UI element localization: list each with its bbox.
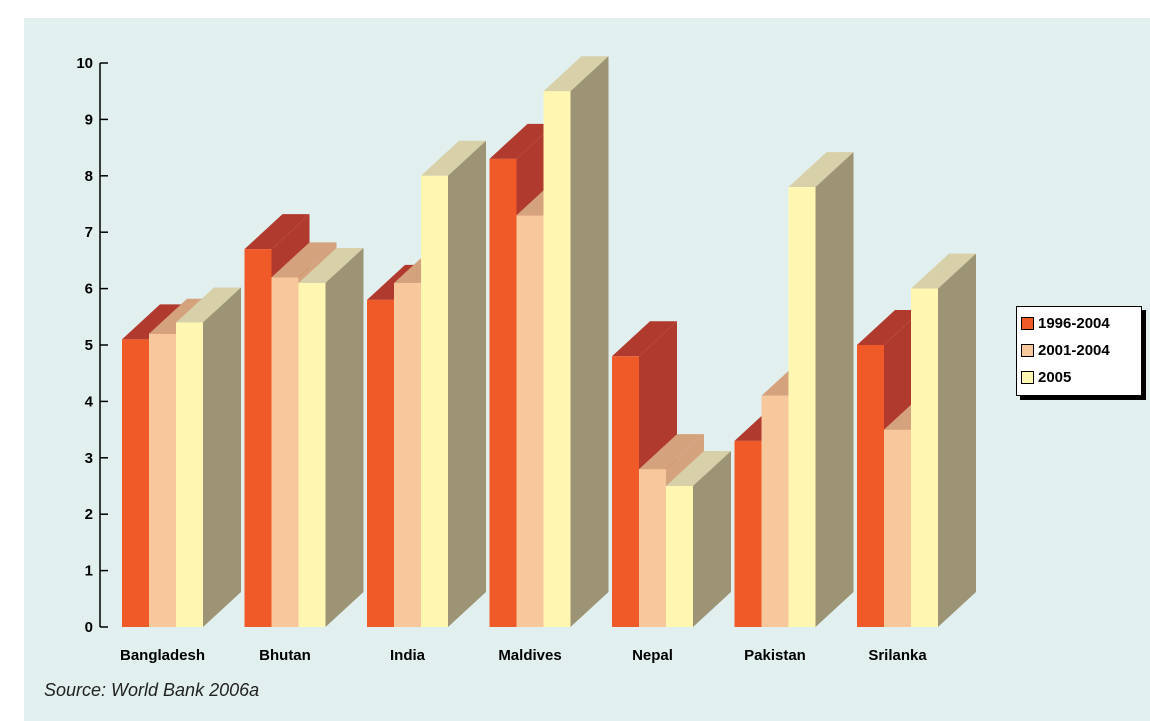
bar-side-2005 xyxy=(325,247,364,627)
legend-swatch xyxy=(1021,344,1034,357)
bar-2001-2004 xyxy=(761,395,789,627)
bar-top-2005 xyxy=(543,56,609,92)
bar-side-2005 xyxy=(693,451,731,627)
y-tick-label: 9 xyxy=(85,111,93,128)
bar-top-2005 xyxy=(176,287,241,323)
bar-side-2005 xyxy=(448,140,486,628)
bar-2005 xyxy=(176,322,203,627)
y-tick-label: 5 xyxy=(85,337,93,354)
bar-1996-2004 xyxy=(857,345,884,627)
bar-top-1996-2004 xyxy=(122,304,187,340)
bar-top-2001-2004 xyxy=(271,242,337,278)
x-tick-label: Bhutan xyxy=(259,647,311,664)
bar-1996-2004 xyxy=(612,356,639,627)
bar-side-2005 xyxy=(938,253,976,627)
bar-2001-2004 xyxy=(271,277,299,627)
bar-1996-2004 xyxy=(734,440,762,627)
x-tick-label: Bangladesh xyxy=(120,647,205,664)
source-note: Source: World Bank 2006a xyxy=(44,680,260,700)
bar-2005 xyxy=(666,486,693,627)
bar-side-2005 xyxy=(815,152,854,627)
bar-top-1996-2004 xyxy=(612,321,677,357)
bar-top-2005 xyxy=(911,253,976,289)
bar-top-2005 xyxy=(788,152,854,188)
y-tick-label: 7 xyxy=(85,224,93,241)
y-tick-label: 8 xyxy=(85,168,93,185)
legend-swatch xyxy=(1021,371,1034,384)
legend-item: 2005 xyxy=(1021,364,1141,391)
bar-2001-2004 xyxy=(516,215,544,627)
legend-label: 2001-2004 xyxy=(1038,342,1110,359)
bar-side-2005 xyxy=(570,56,609,627)
bar-2005 xyxy=(421,175,448,628)
bar-2001-2004 xyxy=(639,469,666,627)
bar-1996-2004 xyxy=(122,339,149,627)
bar-top-2005 xyxy=(298,247,364,283)
legend-label: 1996-2004 xyxy=(1038,315,1110,332)
legend: 1996-2004 2001-2004 2005 xyxy=(1016,306,1142,396)
legend-swatch xyxy=(1021,317,1034,330)
bar-2001-2004 xyxy=(394,282,421,627)
bar-top-1996-2004 xyxy=(857,310,922,345)
bar-top-2005 xyxy=(421,140,486,176)
bar-2001-2004 xyxy=(149,333,176,627)
bar-2001-2004 xyxy=(884,429,911,627)
y-tick-label: 6 xyxy=(85,281,93,298)
bar-top-1996-2004 xyxy=(244,214,310,250)
y-tick-label: 0 xyxy=(85,619,93,636)
x-tick-label: Maldives xyxy=(498,647,561,664)
legend-item: 2001-2004 xyxy=(1021,337,1141,364)
y-tick-label: 3 xyxy=(85,450,93,467)
y-tick-label: 10 xyxy=(76,55,93,72)
x-tick-label: Pakistan xyxy=(744,647,806,664)
bar-1996-2004 xyxy=(367,299,394,627)
bar-side-2005 xyxy=(203,287,241,627)
bar-2005 xyxy=(788,187,816,627)
legend-item: 1996-2004 xyxy=(1021,310,1141,337)
bar-top-1996-2004 xyxy=(489,123,555,159)
y-tick-label: 1 xyxy=(85,563,93,580)
bar-top-2005 xyxy=(666,451,731,486)
bar-1996-2004 xyxy=(489,158,517,627)
bar-top-2001-2004 xyxy=(639,434,704,470)
y-tick-label: 2 xyxy=(85,506,93,523)
bar-2005 xyxy=(298,282,326,627)
bar-2005 xyxy=(911,288,938,627)
x-tick-label: India xyxy=(390,647,426,664)
x-tick-label: Srilanka xyxy=(868,647,927,664)
bar-1996-2004 xyxy=(244,249,272,627)
bar-2005 xyxy=(543,91,571,627)
y-tick-label: 4 xyxy=(85,393,94,410)
x-tick-label: Nepal xyxy=(632,647,673,664)
legend-label: 2005 xyxy=(1038,369,1072,386)
